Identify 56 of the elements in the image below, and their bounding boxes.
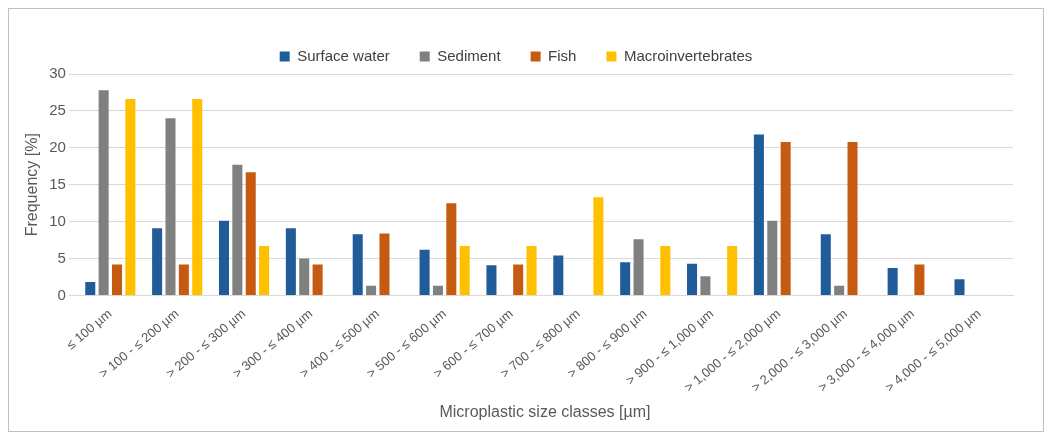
bar	[312, 264, 323, 295]
legend-label: Fish	[548, 46, 577, 64]
bar	[687, 263, 698, 295]
bar	[700, 276, 711, 295]
bar	[366, 285, 377, 295]
bar	[553, 255, 564, 295]
y-tick-label: 15	[49, 174, 66, 192]
bar	[633, 239, 644, 295]
bar	[432, 285, 443, 295]
bar	[593, 197, 604, 295]
bar	[152, 228, 163, 295]
bar	[513, 264, 524, 295]
bar	[192, 99, 203, 295]
bar	[111, 264, 123, 295]
bar	[232, 164, 243, 295]
bar	[85, 282, 96, 295]
bar	[218, 220, 229, 295]
bar	[259, 245, 270, 295]
bar	[125, 99, 136, 295]
bar	[446, 203, 457, 295]
y-axis-title: Frequency [%]	[23, 133, 41, 237]
bar	[820, 234, 831, 295]
bar	[834, 285, 845, 295]
legend-label: Sediment	[437, 46, 502, 64]
y-tick-label: 25	[49, 101, 66, 119]
bar	[847, 141, 858, 295]
bar	[299, 258, 310, 295]
y-tick-label: 0	[57, 285, 66, 303]
bar	[914, 264, 925, 295]
bar	[753, 134, 764, 295]
y-tick-label: 5	[57, 248, 66, 266]
bar	[954, 279, 965, 295]
bar	[620, 262, 631, 295]
bar	[780, 141, 791, 295]
bar	[727, 245, 738, 295]
y-tick-label: 30	[49, 64, 66, 82]
bar	[660, 245, 671, 295]
y-tick-label: 20	[49, 137, 66, 155]
bar	[767, 220, 778, 295]
bar	[379, 233, 390, 295]
bar	[526, 245, 537, 295]
legend-label: Surface water	[297, 46, 390, 64]
bar	[419, 249, 430, 295]
bar	[245, 172, 256, 295]
bar	[178, 264, 189, 295]
bar	[352, 234, 363, 295]
x-tick-label: ≤ 100 µm	[63, 305, 115, 353]
legend-label: Macroinvertebrates	[623, 46, 753, 64]
bar	[285, 228, 296, 295]
bar	[459, 245, 470, 295]
bar	[887, 268, 898, 295]
x-axis-title: Microplastic size classes [µm]	[439, 402, 651, 420]
bar	[98, 90, 109, 295]
bar	[165, 118, 176, 295]
bar	[486, 265, 497, 295]
y-tick-label: 10	[49, 211, 66, 229]
